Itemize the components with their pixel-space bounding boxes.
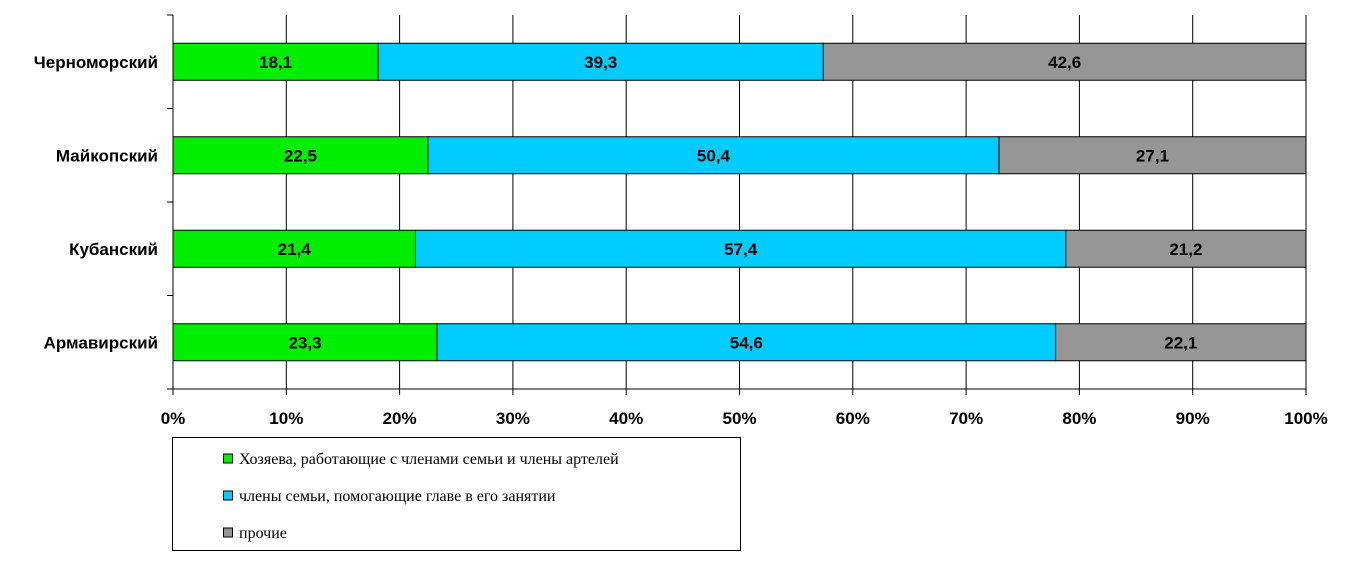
bar-segment (427, 136, 1000, 175)
category-label: Армавирский (44, 333, 158, 352)
bar-segment (436, 323, 1057, 362)
data-label: 21,2 (1169, 240, 1202, 259)
bar-segment (172, 136, 429, 175)
x-tick-label: 80% (1062, 409, 1096, 428)
data-label: 22,1 (1164, 333, 1197, 352)
x-tick-label: 10% (269, 409, 303, 428)
x-tick-label: 0% (161, 409, 186, 428)
data-label: 57,4 (724, 240, 758, 259)
legend-label: Хозяева, работающие с членами семьи и чл… (239, 451, 619, 468)
legend-swatch (223, 527, 233, 538)
bar-segment (414, 229, 1067, 268)
legend-label: члены семьи, помогающие главе в его заня… (239, 488, 556, 505)
x-tick-label: 40% (609, 409, 643, 428)
data-label: 21,4 (278, 240, 312, 259)
bar-segment (998, 136, 1307, 175)
x-tick-label: 100% (1284, 409, 1327, 428)
data-label: 18,1 (259, 53, 292, 72)
x-tick-label: 50% (722, 409, 756, 428)
x-tick-label: 20% (383, 409, 417, 428)
x-tick-label: 90% (1176, 409, 1210, 428)
bar-segment (1055, 323, 1307, 362)
legend-swatch (223, 453, 233, 464)
bar-segment (172, 229, 416, 268)
bar-segment (377, 42, 824, 81)
legend-label: прочие (239, 525, 287, 542)
category-label: Черноморский (34, 53, 158, 72)
category-label: Кубанский (69, 240, 158, 259)
category-label: Майкопский (56, 146, 158, 165)
bar-segment (822, 42, 1307, 81)
x-tick-label: 60% (836, 409, 870, 428)
bar-segment (172, 42, 379, 81)
bar-segment (1065, 229, 1307, 268)
legend-swatch (223, 490, 233, 501)
data-label: 23,3 (288, 333, 321, 352)
data-label: 42,6 (1048, 53, 1081, 72)
bar-segment (172, 323, 438, 362)
data-label: 39,3 (584, 53, 617, 72)
data-label: 54,6 (730, 333, 763, 352)
x-tick-label: 30% (496, 409, 530, 428)
data-label: 50,4 (697, 146, 731, 165)
x-tick-label: 70% (949, 409, 983, 428)
legend-box (172, 437, 741, 551)
data-label: 27,1 (1136, 146, 1169, 165)
data-label: 22,5 (284, 146, 317, 165)
